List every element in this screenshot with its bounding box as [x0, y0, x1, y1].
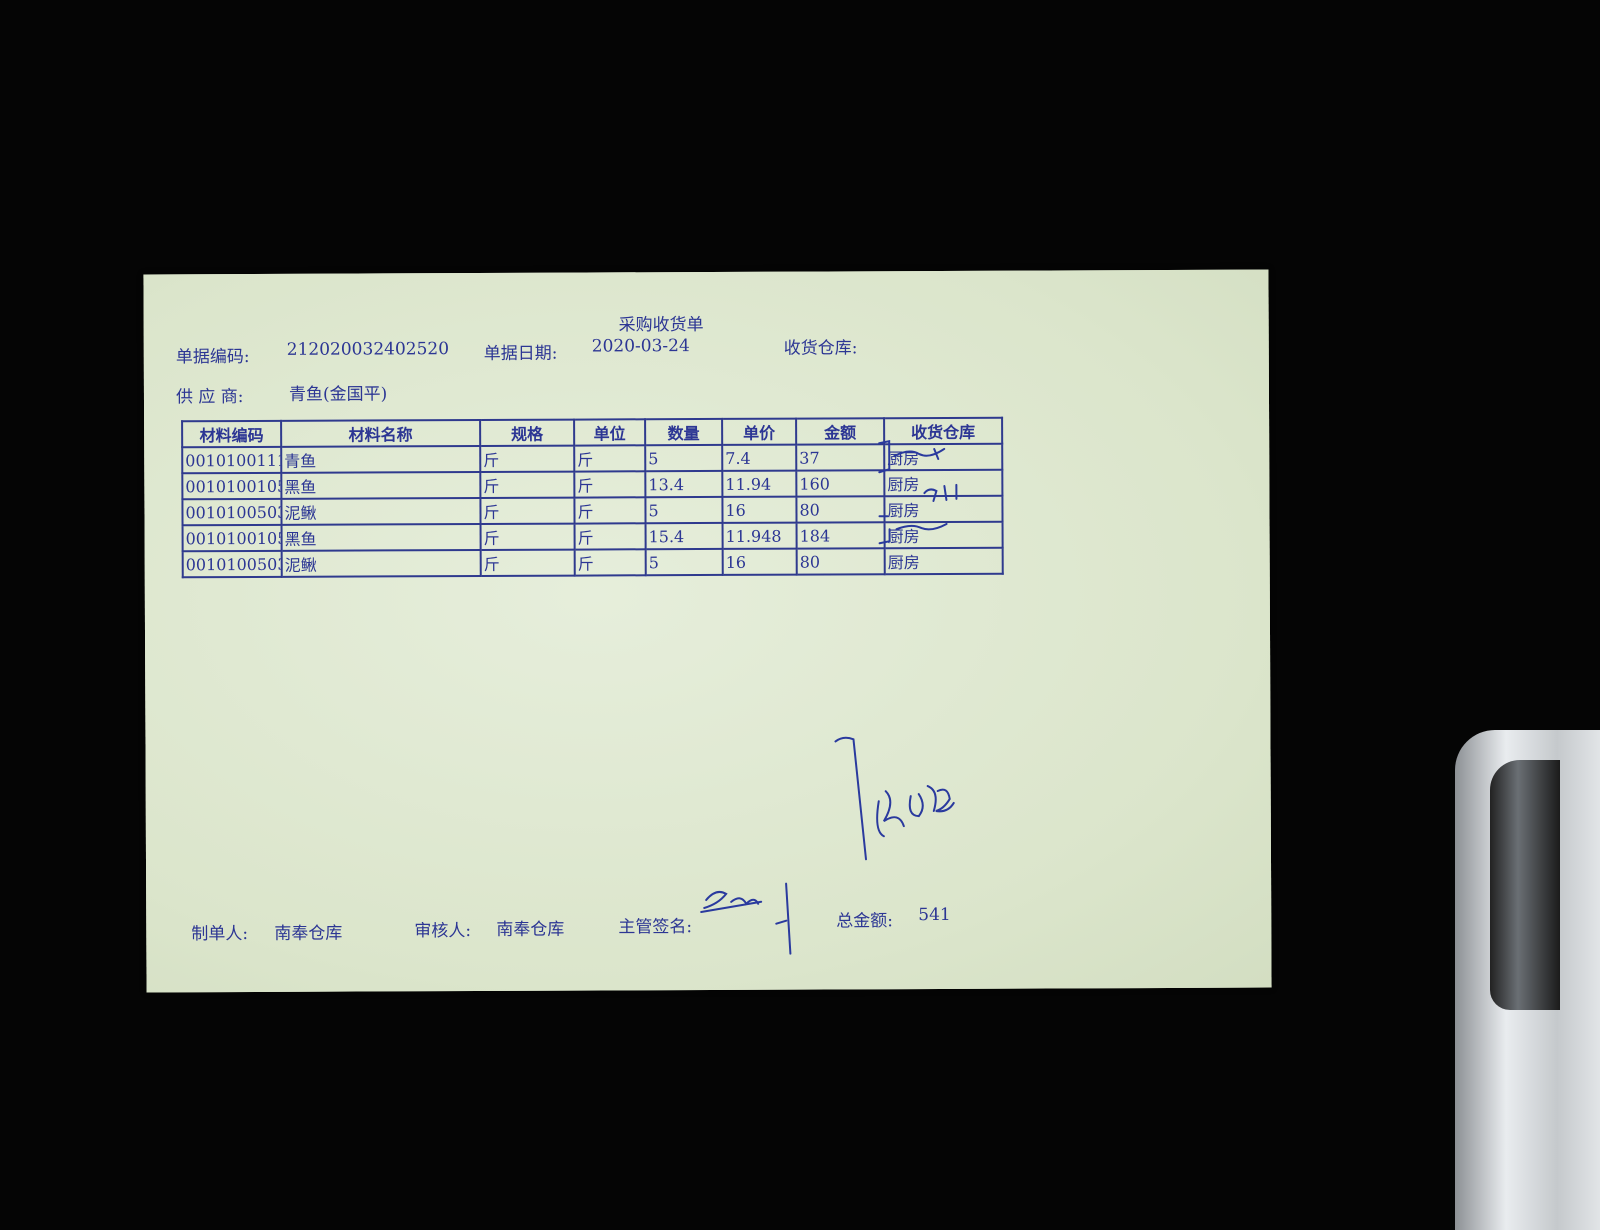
approver-signature: [834, 736, 955, 861]
phone-handle: [1490, 760, 1560, 1010]
reviewer: 南奉仓库: [496, 919, 565, 940]
supervisor-label: 主管签名:: [618, 917, 693, 938]
maker: 南奉仓库: [274, 923, 343, 944]
supervisor-signature: [700, 882, 792, 955]
total-label: 总金额:: [836, 911, 894, 932]
bracket-note-1: [878, 439, 946, 474]
receipt-paper: 采购收货单 单据编码: 212020032402520 单据日期: 2020-0…: [143, 269, 1272, 993]
handwritten-marks: [700, 439, 958, 955]
bracket-note-2: [923, 483, 958, 503]
total-amount: 541: [918, 904, 951, 926]
maker-label: 制单人:: [191, 924, 249, 945]
bracket-note-3: [878, 515, 948, 545]
reviewer-label: 审核人:: [414, 921, 472, 942]
